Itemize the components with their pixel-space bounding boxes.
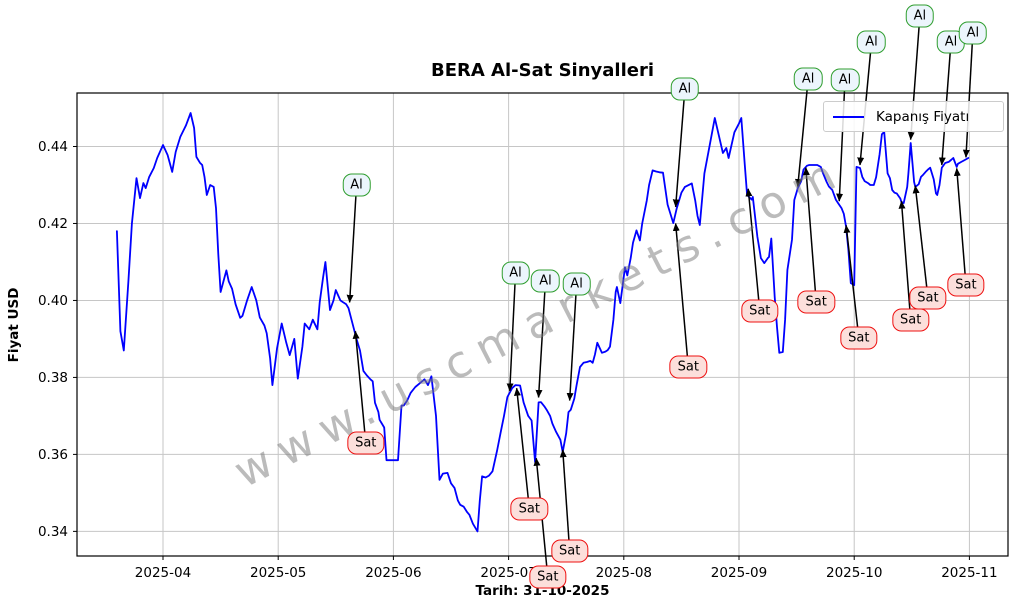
y-tick-label: 0.34 [38,524,68,540]
sat-signal-arrow [912,185,929,298]
sat-signal-arrow [898,200,912,321]
chart-title: BERA Al-Sat Sinyalleri [430,60,655,81]
plot-border [76,92,1009,557]
x-tick-label: 2025-07 [480,565,536,581]
legend-line-sample-icon [833,115,864,118]
al-signal-arrow [962,32,974,158]
al-signal-badge: Al [905,4,935,28]
al-signal-arrow [794,79,809,188]
x-tick-label: 2025-06 [365,565,421,581]
sat-signal-badge: Sat [669,355,707,379]
al-signal-badge: Al [830,68,860,92]
price-line [116,112,970,533]
x-tick-label: 2025-09 [711,565,767,581]
sat-signal-arrow [745,188,761,311]
al-signal-arrow [672,89,686,208]
x-tick-label: 2025-08 [596,565,652,581]
al-signal-arrow [836,79,846,202]
sat-signal-arrow [672,222,690,368]
sat-signal-badge: Sat [797,290,835,314]
sat-signal-badge: Sat [347,431,385,455]
sat-signal-badge: Sat [510,497,548,521]
al-signal-badge: Al [857,30,886,54]
al-signal-arrow [535,280,547,398]
al-signal-badge: Al [793,67,823,91]
al-signal-badge: Al [562,272,591,296]
legend-label: Kapanış Fiyatı [876,108,970,125]
al-signal-badge: Al [670,77,700,101]
sat-signal-badge: Sat [891,308,930,332]
al-signal-arrow [506,273,517,392]
y-tick-label: 0.42 [38,216,68,232]
sat-signal-badge: Sat [550,539,589,563]
al-signal-badge: Al [531,269,560,293]
al-signal-badge: Al [958,21,988,45]
x-tick-label: 2025-04 [135,565,191,581]
x-tick-label: 2025-05 [250,565,306,581]
sat-signal-badge: Sat [909,286,947,310]
x-axis-label: Tarih: 31-10-2025 [475,583,610,599]
al-signal-badge: Al [342,173,371,197]
y-tick-label: 0.44 [38,139,68,155]
sat-signal-arrow [953,167,967,286]
al-signal-arrow [346,184,358,303]
y-tick-label: 0.38 [38,370,68,386]
sat-signal-badge: Sat [741,299,779,323]
sat-signal-arrow [352,330,367,443]
x-tick-label: 2025-11 [941,565,997,581]
sat-signal-badge: Sat [947,273,985,297]
sat-signal-arrow [843,224,860,338]
y-tick-label: 0.36 [38,447,68,463]
sat-signal-arrow [802,167,817,303]
y-tick-label: 0.40 [38,293,68,309]
al-signal-arrow [566,283,578,402]
al-signal-badge: Al [936,30,966,54]
sat-signal-arrow [513,387,531,509]
y-axis-label: Fiyat USD [6,287,22,363]
sat-signal-badge: Sat [529,565,567,589]
x-tick-label: 2025-10 [826,565,882,581]
al-signal-badge: Al [501,261,530,285]
legend-box: Kapanış Fiyatı [823,101,1004,132]
sat-signal-badge: Sat [840,326,878,350]
sat-signal-arrow [559,449,571,552]
